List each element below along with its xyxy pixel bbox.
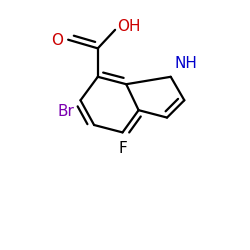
Text: OH: OH — [118, 18, 141, 34]
Text: Br: Br — [58, 104, 74, 119]
Text: O: O — [51, 34, 63, 48]
Text: NH: NH — [174, 56, 197, 70]
Text: F: F — [118, 141, 127, 156]
